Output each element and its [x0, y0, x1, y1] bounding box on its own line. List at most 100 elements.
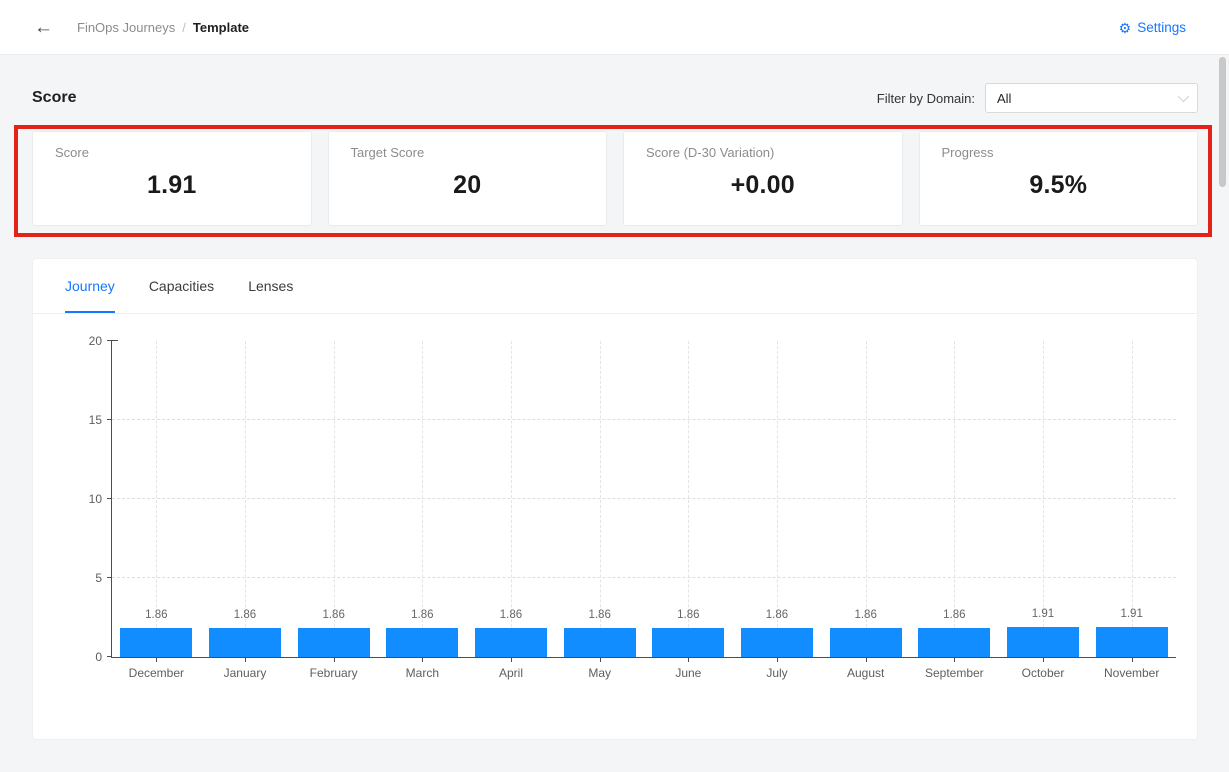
- score-card-value: 1.91: [147, 171, 197, 199]
- x-axis-category-label: December: [128, 666, 185, 680]
- bar-may[interactable]: [563, 627, 636, 657]
- y-axis-tick-label: 10: [88, 492, 102, 506]
- settings-label: Settings: [1137, 20, 1186, 35]
- x-axis-tick-mark: [599, 657, 601, 662]
- bar-value-label: 1.86: [854, 608, 877, 621]
- x-axis-tick-mark: [422, 657, 424, 662]
- chart-column: 1.86 May: [555, 341, 644, 680]
- x-axis-category-label: November: [1103, 666, 1160, 680]
- bar-value-label: 1.86: [233, 608, 257, 621]
- x-axis-tick-mark: [1131, 657, 1133, 662]
- score-variation-card-value: +0.00: [730, 171, 795, 199]
- vertical-gridline: [422, 341, 424, 657]
- chart-column: 1.86 January: [201, 341, 290, 680]
- score-card-label: Score: [55, 145, 89, 160]
- bar-february[interactable]: [297, 627, 370, 657]
- x-axis-tick-mark: [954, 657, 956, 662]
- chart-column: 1.86 March: [378, 341, 467, 680]
- bar-value-label: 1.91: [1120, 607, 1143, 620]
- top-navigation-bar: ← FinOps Journeys / Template ⚙ Settings: [0, 0, 1229, 55]
- chart-column: 1.91 October: [999, 341, 1088, 680]
- bar-june[interactable]: [652, 627, 725, 657]
- vertical-gridline: [244, 341, 246, 657]
- bar-december[interactable]: [120, 627, 193, 657]
- chart-column: 1.86 December: [112, 341, 201, 680]
- journey-panel: Journey Capacities Lenses 0 5 10 15 20 1.86 De…: [32, 258, 1198, 740]
- chart-column: 1.86 April: [467, 341, 556, 680]
- chevron-down-icon: [1177, 90, 1190, 103]
- y-axis-tick-mark: [107, 656, 112, 657]
- vertical-gridline: [599, 341, 601, 657]
- x-axis-category-label: May: [588, 666, 611, 680]
- y-axis-tick-label: 15: [88, 413, 102, 427]
- bar-march[interactable]: [386, 627, 459, 657]
- x-axis-category-label: August: [846, 666, 885, 680]
- vertical-gridline: [333, 341, 335, 657]
- x-axis-tick-mark: [688, 657, 690, 662]
- y-axis-tick-label: 0: [95, 650, 102, 664]
- x-axis-category-label: April: [498, 666, 523, 680]
- bar-value-label: 1.86: [765, 608, 789, 621]
- back-arrow-icon[interactable]: ←: [34, 16, 53, 38]
- x-axis-tick-mark: [510, 657, 512, 662]
- x-axis-category-label: June: [675, 666, 702, 680]
- bar-value-label: 1.86: [145, 608, 168, 621]
- bar-july[interactable]: [740, 627, 813, 657]
- progress-card: Progress 9.5%: [918, 131, 1198, 226]
- target-score-card-label: Target Score: [350, 145, 425, 160]
- score-bar-chart: 0 5 10 15 20 1.86 December 1.86 January 1.86 Febru…: [89, 334, 1176, 680]
- settings-button[interactable]: ⚙ Settings: [1119, 0, 1186, 55]
- x-axis-category-label: July: [766, 666, 788, 680]
- bar-april[interactable]: [474, 627, 547, 657]
- filter-by-domain-label: Filter by Domain:: [876, 90, 975, 106]
- chart-column: 1.86 July: [733, 341, 822, 680]
- tab-journey[interactable]: Journey: [65, 259, 115, 313]
- score-card: Score 1.91: [32, 131, 312, 226]
- x-axis-category-label: October: [1021, 666, 1065, 680]
- domain-filter-select[interactable]: All: [985, 83, 1198, 113]
- x-axis-tick-mark: [333, 657, 335, 662]
- domain-filter: Filter by Domain: All: [877, 83, 1198, 113]
- plot-area: 0 5 10 15 20 1.86 December 1.86 January 1.86 Febru…: [89, 334, 1176, 680]
- x-axis-tick-mark: [1042, 657, 1044, 662]
- vertical-gridline: [1042, 341, 1044, 657]
- chart-column: 1.86 February: [289, 341, 378, 680]
- score-section-header: Score Filter by Domain: All: [32, 82, 1198, 114]
- horizontal-gridline: [112, 419, 1176, 420]
- vertical-gridline: [954, 341, 956, 657]
- bar-value-label: 1.86: [588, 608, 611, 621]
- y-axis-end-cap: [112, 340, 118, 341]
- horizontal-gridline: [112, 577, 1176, 578]
- chart-column: 1.86 August: [821, 341, 910, 680]
- breadcrumb-separator: /: [182, 19, 186, 35]
- bar-value-label: 1.86: [499, 608, 523, 621]
- bar-october[interactable]: [1006, 626, 1079, 657]
- horizontal-gridline: [112, 498, 1176, 499]
- bar-november[interactable]: [1095, 626, 1168, 657]
- vertical-gridline: [156, 341, 158, 657]
- x-axis-tick-mark: [865, 657, 867, 662]
- page-title: Score: [32, 89, 77, 106]
- bar-january[interactable]: [208, 627, 281, 657]
- vertical-gridline: [510, 341, 512, 657]
- metric-cards-row: Score 1.91 Target Score 20 Score (D-30 V…: [32, 131, 1198, 226]
- x-axis-category-label: February: [309, 666, 358, 680]
- target-score-card-value: 20: [453, 171, 482, 199]
- breadcrumb-parent-link[interactable]: FinOps Journeys: [77, 19, 176, 35]
- bar-august[interactable]: [829, 627, 902, 657]
- bar-september[interactable]: [918, 627, 991, 657]
- target-score-card: Target Score 20: [327, 131, 607, 226]
- chart-column: 1.86 June: [644, 341, 733, 680]
- x-axis-tick-mark: [156, 657, 158, 662]
- gear-icon: ⚙: [1118, 19, 1132, 36]
- y-axis-tick-mark: [107, 577, 112, 578]
- progress-card-value: 9.5%: [1029, 171, 1088, 199]
- breadcrumb: FinOps Journeys / Template: [77, 20, 249, 35]
- y-axis-tick-label: 5: [95, 571, 102, 585]
- tab-capacities[interactable]: Capacities: [148, 277, 215, 294]
- vertical-scrollbar-thumb[interactable]: [1219, 57, 1226, 187]
- vertical-gridline: [1131, 341, 1133, 657]
- bar-value-label: 1.86: [943, 608, 966, 621]
- tab-lenses[interactable]: Lenses: [248, 277, 294, 294]
- score-variation-card: Score (D-30 Variation) +0.00: [623, 131, 903, 226]
